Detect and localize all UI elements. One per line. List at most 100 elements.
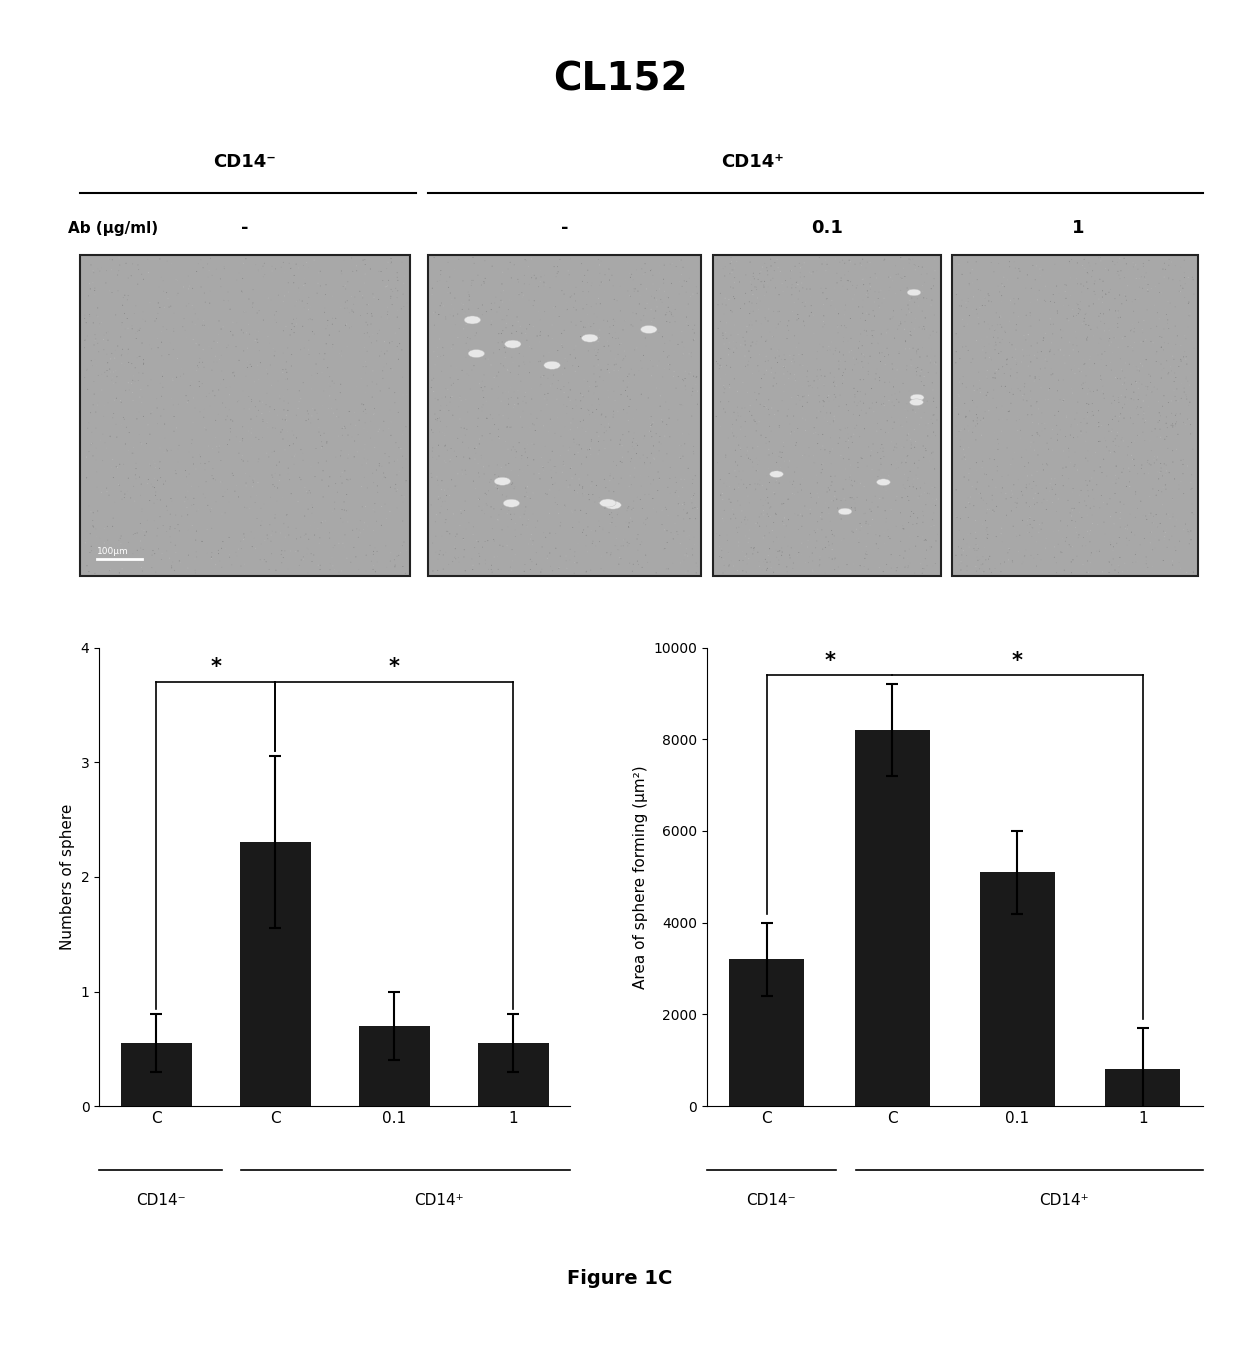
Point [523, 263, 543, 285]
Point [839, 448, 859, 469]
Point [992, 395, 1012, 417]
Point [653, 538, 673, 560]
Point [842, 475, 862, 496]
Point [223, 312, 243, 333]
Point [278, 379, 298, 401]
Point [1151, 453, 1171, 475]
Point [877, 322, 897, 344]
Point [511, 316, 531, 337]
Point [966, 251, 986, 272]
Point [978, 399, 998, 421]
Point [1030, 258, 1050, 279]
Point [1061, 563, 1081, 584]
Point [925, 379, 945, 401]
Point [1132, 278, 1152, 299]
Point [254, 252, 274, 274]
Point [86, 401, 105, 422]
Point [497, 359, 517, 380]
Point [754, 285, 774, 306]
Point [1080, 471, 1100, 492]
Point [789, 308, 808, 329]
Point [157, 251, 177, 272]
Point [370, 320, 389, 341]
Point [169, 441, 188, 463]
Point [992, 482, 1012, 503]
Point [1102, 421, 1122, 442]
Point [393, 420, 413, 441]
Point [161, 252, 181, 274]
Point [715, 287, 735, 309]
Point [203, 468, 223, 490]
Point [74, 308, 94, 329]
Point [861, 277, 880, 298]
Point [894, 518, 914, 540]
Point [1006, 349, 1025, 371]
Point [1008, 487, 1028, 509]
Point [918, 425, 937, 447]
Point [713, 507, 733, 529]
Point [892, 452, 911, 473]
Point [387, 464, 407, 486]
Point [98, 329, 118, 351]
Point [593, 519, 613, 541]
Point [795, 252, 815, 274]
Point [306, 362, 326, 383]
Point [393, 457, 413, 479]
Point [387, 262, 407, 283]
Point [489, 426, 508, 448]
Point [239, 314, 259, 336]
Point [777, 488, 797, 510]
Point [967, 534, 987, 556]
Point [955, 444, 975, 465]
Point [1069, 492, 1089, 514]
Point [874, 533, 894, 554]
Point [1095, 320, 1115, 341]
Point [379, 452, 399, 473]
Point [345, 286, 365, 308]
Point [862, 320, 882, 341]
Point [541, 449, 560, 471]
Point [587, 293, 606, 314]
Point [915, 318, 935, 340]
Point [1112, 428, 1132, 449]
Point [1043, 492, 1063, 514]
Point [713, 328, 733, 349]
Point [925, 475, 945, 496]
Point [94, 406, 114, 428]
Point [993, 356, 1013, 378]
Point [796, 552, 816, 573]
Point [801, 286, 821, 308]
Point [1043, 479, 1063, 500]
Point [348, 558, 368, 580]
Point [337, 290, 357, 312]
Point [498, 394, 518, 415]
Point [393, 556, 413, 577]
Point [1079, 561, 1099, 583]
Point [424, 247, 444, 268]
Point [754, 500, 774, 522]
Point [1022, 403, 1042, 425]
Point [656, 487, 676, 509]
Point [1130, 277, 1149, 298]
Point [673, 336, 693, 357]
Point [760, 552, 780, 573]
Point [112, 312, 131, 333]
Point [1053, 390, 1073, 411]
Point [244, 468, 264, 490]
Point [650, 262, 670, 283]
Point [108, 456, 128, 478]
Point [1024, 370, 1044, 391]
Point [1135, 463, 1154, 484]
Point [890, 502, 910, 523]
Point [879, 465, 899, 487]
Point [129, 401, 149, 422]
Point [686, 509, 706, 530]
Point [600, 503, 620, 525]
Point [151, 467, 171, 488]
Point [372, 468, 392, 490]
Point [1142, 521, 1162, 542]
Point [146, 482, 166, 503]
Point [115, 433, 135, 455]
Point [682, 492, 702, 514]
Point [138, 248, 157, 270]
